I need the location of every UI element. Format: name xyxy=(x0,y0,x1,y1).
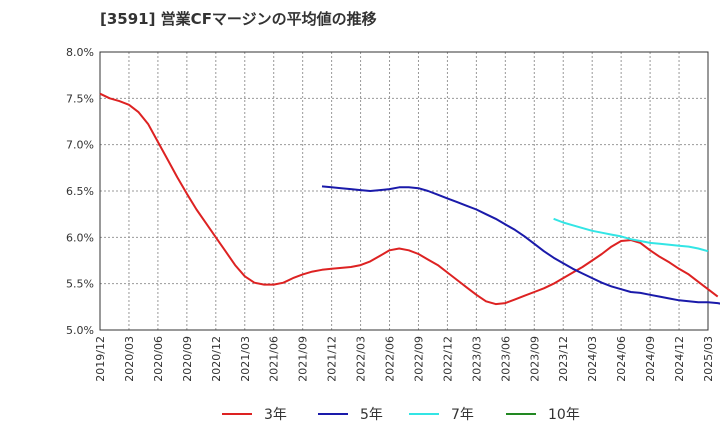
series-line xyxy=(99,92,719,306)
x-axis-ticks: 2019/12 2020/03 2020/06 2020/09 2020/12 2021/… xyxy=(94,336,715,382)
x-tick-label: 2024/09 xyxy=(644,336,657,382)
x-tick-label: 2020/12 xyxy=(210,336,223,382)
chart-title: [3591] 営業CFマージンの平均値の推移 xyxy=(100,10,377,28)
y-tick-label: 6.5% xyxy=(66,185,94,198)
y-tick-label: 5.0% xyxy=(66,324,94,337)
x-tick-label: 2019/12 xyxy=(94,336,107,382)
x-tick-label: 2023/09 xyxy=(528,336,541,382)
x-tick-label: 2024/12 xyxy=(673,336,686,382)
y-tick-label: 6.0% xyxy=(66,231,94,244)
plot-border xyxy=(99,51,709,331)
series-lines xyxy=(99,92,720,306)
x-tick-label: 2022/06 xyxy=(384,336,397,382)
x-tick-label: 2023/03 xyxy=(470,336,483,382)
y-tick-label: 5.5% xyxy=(66,278,94,291)
legend-label: 10年 xyxy=(548,407,580,423)
series-line xyxy=(553,217,709,253)
x-tick-label: 2021/09 xyxy=(297,336,310,382)
legend-label: 7年 xyxy=(451,407,474,423)
x-tick-label: 2020/06 xyxy=(152,336,165,382)
x-tick-label: 2022/03 xyxy=(355,336,368,382)
y-axis-ticks: 8.0% 7.5% 7.0% 6.5% 6.0% 5.5% 5.0% xyxy=(66,46,94,337)
x-tick-label: 2022/09 xyxy=(412,336,425,382)
series-line xyxy=(321,185,720,305)
x-tick-label: 2021/06 xyxy=(268,336,281,382)
x-tick-label: 2022/12 xyxy=(441,336,454,382)
x-tick-label: 2021/03 xyxy=(239,336,252,382)
y-tick-label: 7.5% xyxy=(66,92,94,105)
legend-label: 5年 xyxy=(360,407,383,423)
x-tick-label: 2021/12 xyxy=(326,336,339,382)
y-tick-label: 7.0% xyxy=(66,139,94,152)
x-tick-label: 2020/03 xyxy=(123,336,136,382)
x-tick-label: 2024/03 xyxy=(586,336,599,382)
legend-label: 3年 xyxy=(264,407,287,423)
x-tick-label: 2023/06 xyxy=(499,336,512,382)
x-tick-label: 2025/03 xyxy=(702,336,715,382)
horizontal-gridlines xyxy=(100,97,708,285)
legend: 3年 5年 7年 10年 xyxy=(222,407,580,423)
x-tick-label: 2020/09 xyxy=(181,336,194,382)
y-tick-label: 8.0% xyxy=(66,46,94,59)
x-tick-label: 2024/06 xyxy=(615,336,628,382)
x-tick-label: 2023/12 xyxy=(557,336,570,382)
